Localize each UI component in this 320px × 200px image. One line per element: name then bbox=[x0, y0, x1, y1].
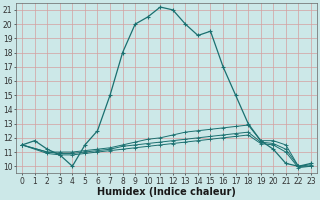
X-axis label: Humidex (Indice chaleur): Humidex (Indice chaleur) bbox=[97, 187, 236, 197]
